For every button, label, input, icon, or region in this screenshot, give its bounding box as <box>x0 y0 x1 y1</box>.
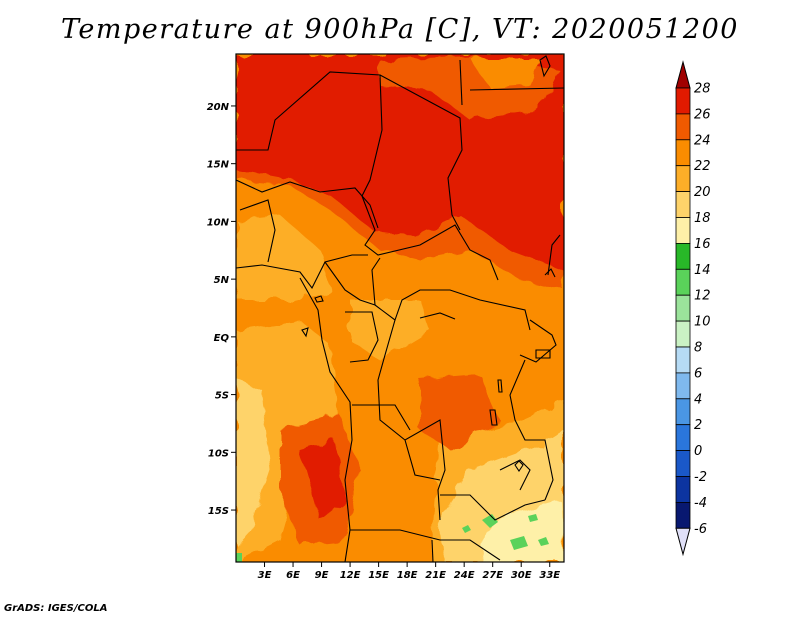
colorbar-label: 18 <box>694 211 711 226</box>
colorbar-swatch <box>675 165 691 192</box>
lon-label: 33E <box>539 570 560 581</box>
colorbar-swatch <box>675 87 691 115</box>
colorbar-label: -6 <box>694 522 707 537</box>
cold-spots <box>236 514 549 562</box>
lat-label: EQ <box>214 333 230 344</box>
colorbar-swatch <box>675 424 691 452</box>
colorbar-label: 28 <box>694 82 711 97</box>
lat-label: 5S <box>215 391 229 402</box>
colorbar-swatch <box>675 294 691 322</box>
colorbar-label: 4 <box>694 392 702 407</box>
latitude-axis: 20N 15N 10N 5N EQ 5S 10S 15S <box>207 102 236 517</box>
colorbar-label: 26 <box>694 107 711 122</box>
colorbar-swatch <box>675 268 691 296</box>
lat-label: 15N <box>207 160 230 171</box>
lon-label: 18E <box>397 570 418 581</box>
colorbar-label: 2 <box>694 418 702 433</box>
lon-label: 27E <box>482 570 503 581</box>
colorbar-swatch <box>675 450 691 477</box>
colorbar-swatch <box>675 398 691 426</box>
colorbar-label: 22 <box>694 159 711 174</box>
colorbar-swatch <box>675 372 691 400</box>
colorbar-label: 0 <box>694 444 702 459</box>
colorbar-label: -2 <box>694 470 707 485</box>
temperature-field <box>236 54 564 562</box>
colorbar-label: 10 <box>694 315 711 330</box>
colorbar-swatch <box>675 242 691 270</box>
lon-label: 12E <box>340 570 361 581</box>
colorbar-label: 8 <box>694 341 702 356</box>
boundaries <box>236 55 564 562</box>
colorbar-swatch <box>675 320 691 348</box>
lat-label: 10N <box>207 217 230 228</box>
colorbar-swatch <box>675 191 691 218</box>
colorbar-top-arrow <box>675 60 691 89</box>
colorbar-swatch <box>675 501 691 529</box>
colorbar-label: 14 <box>694 263 711 278</box>
grads-credit: GrADS: IGES/COLA <box>4 603 108 614</box>
colorbar-label: 20 <box>694 185 711 200</box>
lon-label: 15E <box>368 570 389 581</box>
map-frame <box>235 53 565 563</box>
colorbar-swatch <box>675 476 691 503</box>
lat-label: 15S <box>208 506 229 517</box>
colorbar-label: 16 <box>694 237 711 252</box>
colorbar-bottom-arrow <box>675 527 691 557</box>
lat-label: 5N <box>214 275 230 286</box>
lon-label: 9E <box>315 570 329 581</box>
colorbar-swatch <box>675 217 691 244</box>
colorbar-swatch <box>675 113 691 141</box>
lon-label: 3E <box>258 570 272 581</box>
lon-label: 6E <box>286 570 300 581</box>
lon-label: 30E <box>511 570 532 581</box>
colorbar-swatch <box>675 139 691 167</box>
lon-label: 24E <box>454 570 475 581</box>
page-title: Temperature at 900hPa [C], VT: 202005120… <box>61 14 739 45</box>
colorbar-label: 12 <box>694 289 711 304</box>
colorbar-swatch <box>675 346 691 374</box>
colorbar-label: 24 <box>694 133 711 148</box>
colorbar-label: 6 <box>694 366 702 381</box>
colorbar-label: -4 <box>694 496 707 511</box>
lon-label: 21E <box>425 570 446 581</box>
longitude-axis: 3E 6E 9E 12E 15E 18E 21E 24E 27E 30E 33E <box>258 562 560 581</box>
lat-label: 20N <box>207 102 230 113</box>
lat-label: 10S <box>208 448 229 459</box>
